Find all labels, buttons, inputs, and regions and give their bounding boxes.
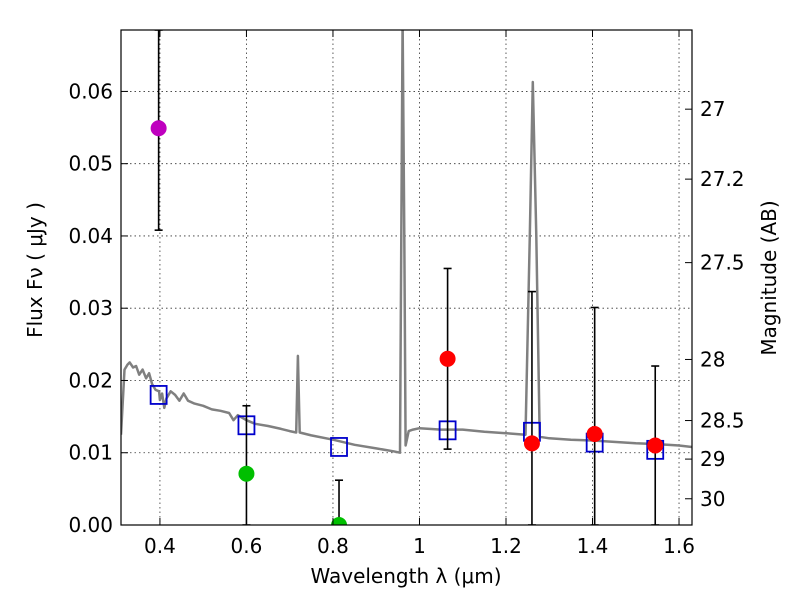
right-tick-label: 30 — [700, 487, 725, 511]
right-tick-label: 27.2 — [700, 167, 745, 191]
x-tick-label: 1.2 — [490, 534, 522, 558]
right-tick-label: 28 — [700, 347, 725, 371]
model-spectrum-line — [121, 30, 692, 454]
plot-frame — [120, 29, 693, 526]
y-tick-label: 0.03 — [68, 296, 113, 320]
right-tick-label: 27.5 — [700, 251, 745, 275]
x-tick-label: 0.8 — [317, 534, 349, 558]
observed-flux-point — [647, 437, 664, 454]
right-tick-label: 27 — [700, 97, 725, 121]
y-tick-label: 0.04 — [68, 224, 113, 248]
plot-area — [121, 30, 692, 525]
observed-flux-point — [586, 425, 603, 442]
grid-lines — [121, 30, 692, 525]
model-photometry-square — [149, 385, 168, 405]
y-axis-label: Flux Fν ( μJy ) — [23, 202, 47, 338]
y-tick-label: 0.05 — [68, 152, 113, 176]
axis-ticks: 0.4 0.6 0.8 1 1.2 1.4 1.6 0.00 0.01 0.02 0.03 0.04 0… — [68, 30, 745, 558]
x-axis-label: Wavelength λ (μm) — [310, 564, 501, 588]
observed-flux-point — [331, 517, 348, 525]
y-tick-label: 0.00 — [68, 513, 113, 537]
y-tick-label: 0.06 — [68, 79, 113, 103]
x-tick-label: 1.4 — [577, 534, 609, 558]
x-tick-label: 0.4 — [144, 534, 176, 558]
right-tick-label: 29 — [700, 447, 725, 471]
observed-flux-point — [238, 465, 255, 482]
right-axis-label: Magnitude (AB) — [757, 200, 781, 355]
x-tick-label: 0.6 — [231, 534, 263, 558]
x-tick-label: 1.6 — [663, 534, 695, 558]
observed-flux-point — [439, 350, 456, 367]
y-tick-label: 0.01 — [68, 441, 113, 465]
y-tick-label: 0.02 — [68, 368, 113, 392]
model-photometry-square — [330, 437, 348, 457]
right-tick-label: 28.5 — [700, 409, 745, 433]
x-tick-label: 1 — [413, 534, 426, 558]
observed-flux-point — [523, 435, 540, 452]
observed-flux-point — [150, 120, 167, 137]
